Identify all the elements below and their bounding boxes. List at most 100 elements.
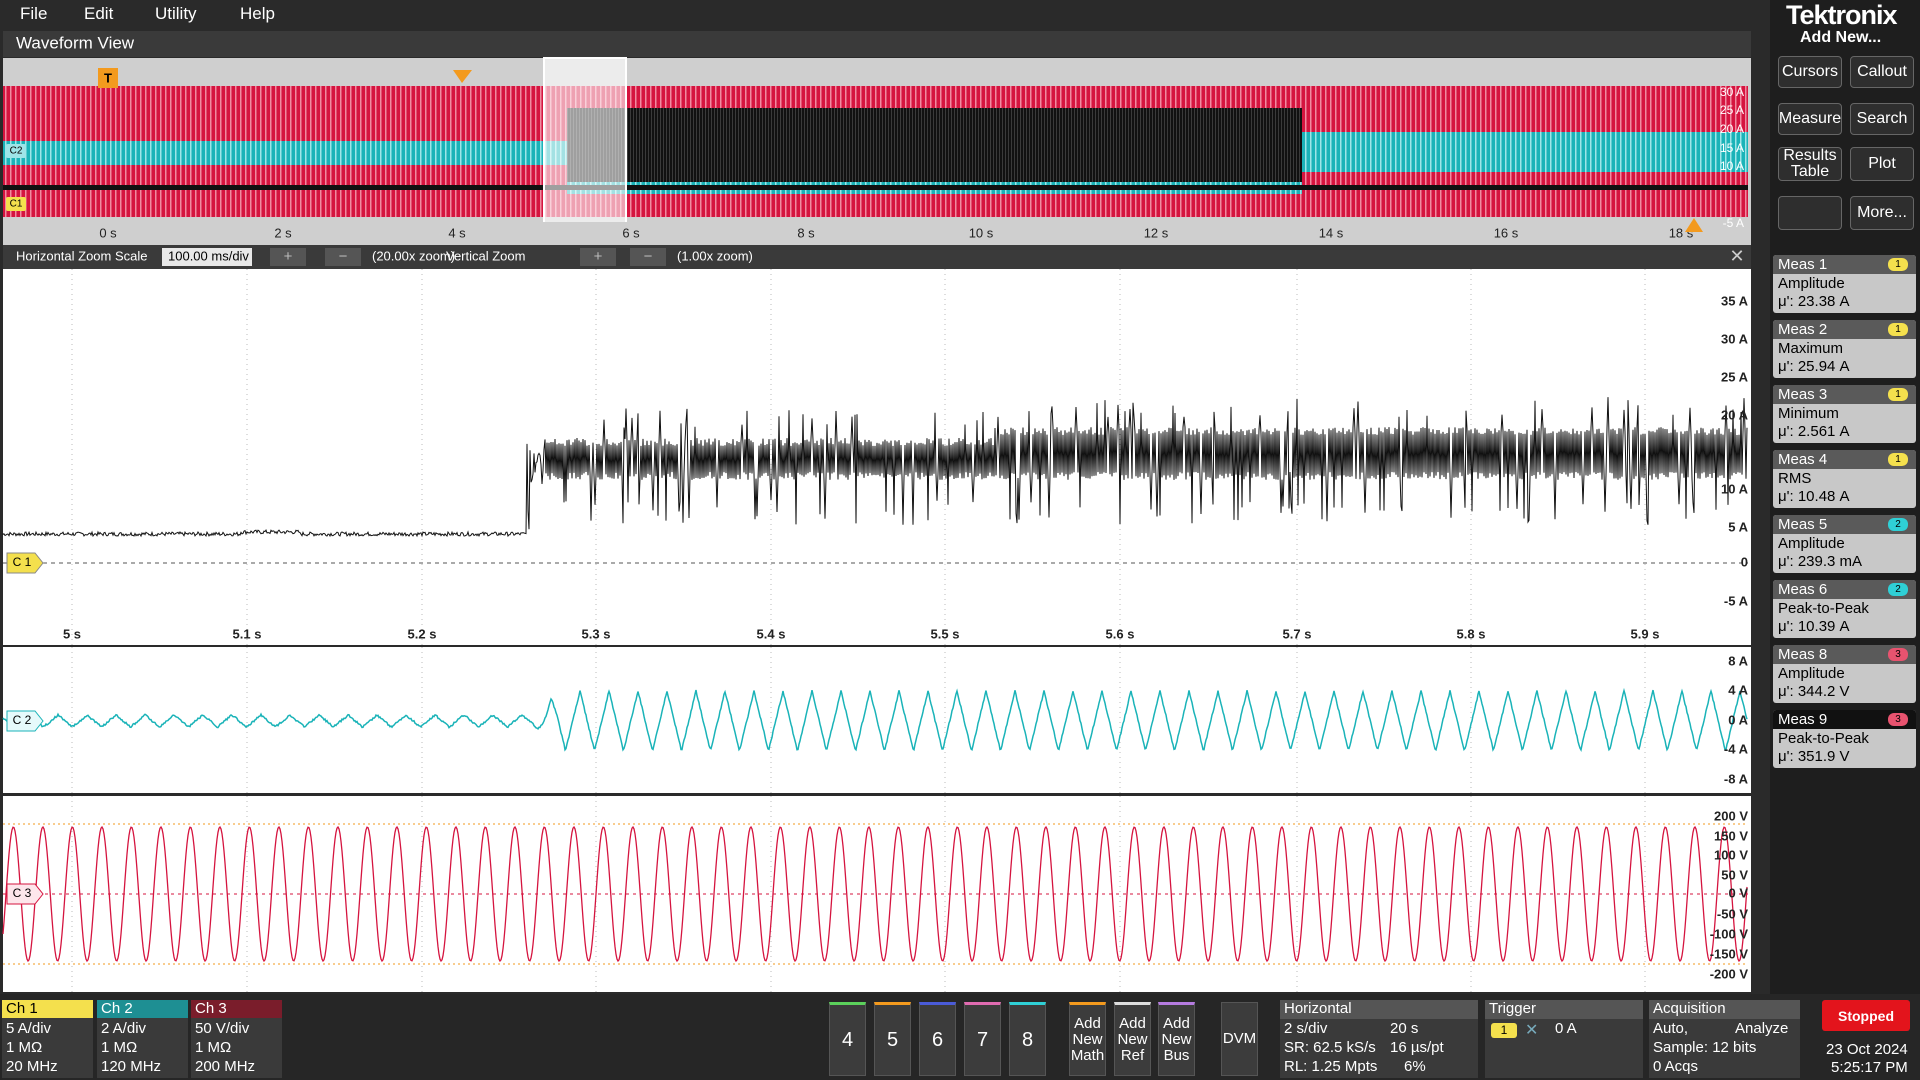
measurement-badge[interactable]: Meas 5 2 Amplitude μ': 239.3 mA	[1773, 515, 1916, 573]
channel-slot[interactable]: 6	[919, 1002, 956, 1076]
panel-button[interactable]: Measure	[1778, 103, 1842, 135]
measurement-badge[interactable]: Meas 6 2 Peak-to-Peak μ': 10.39 A	[1773, 580, 1916, 638]
search-icon-button[interactable]	[1778, 196, 1842, 230]
overview-y-label: -5 A	[1723, 216, 1744, 230]
trigger-badge[interactable]: Trigger 1 ✕ 0 A	[1485, 1000, 1643, 1078]
ch2-y-label: 8 A	[1728, 653, 1748, 668]
menu-item[interactable]: Help	[240, 4, 275, 23]
ch3-y-label: -150 V	[1710, 946, 1749, 961]
brand: Tektronix	[1786, 0, 1898, 30]
ch1-time-label: 5.9 s	[1631, 626, 1660, 641]
ch3-waveform	[2, 825, 1748, 963]
ch3-y-label: -200 V	[1710, 966, 1749, 981]
overview-cyan	[3, 141, 567, 165]
horizontal-setting: 20 s	[1390, 1020, 1419, 1037]
menu-item[interactable]: Edit	[84, 4, 114, 23]
channel-slot[interactable]: 8	[1009, 1002, 1046, 1076]
overview-black-line	[3, 185, 1748, 190]
badge-title: Trigger	[1485, 1000, 1643, 1019]
ch1-time-label: 5.6 s	[1106, 626, 1135, 641]
ch3-y-label: -100 V	[1710, 926, 1749, 941]
horizontal-setting: 6%	[1404, 1058, 1426, 1075]
zoom-info: (20.00x zoom)	[372, 248, 455, 263]
acquisition-badge[interactable]: Acquisition Auto, Analyze Sample: 12 bits 0 …	[1649, 1000, 1800, 1078]
ch2-y-label: -4 A	[1724, 741, 1749, 756]
zoom-button-icon: −	[339, 248, 348, 265]
measurement-type: Amplitude	[1778, 535, 1845, 552]
overview-time-label: 6 s	[622, 225, 640, 240]
measurement-name: Meas 3	[1778, 386, 1828, 403]
panel-button[interactable]: Plot	[1850, 147, 1914, 181]
measurement-source: 3	[1888, 648, 1908, 661]
measurement-header	[1773, 320, 1916, 339]
channel-setting: 20 MHz	[6, 1058, 58, 1075]
zoom-window	[543, 57, 627, 246]
zoom-button-icon: +	[284, 248, 293, 265]
run-state[interactable]: Stopped	[1822, 1000, 1910, 1031]
measurement-badge[interactable]: Meas 8 3 Amplitude μ': 344.2 V	[1773, 645, 1916, 703]
horizontal-setting: 16 µs/pt	[1390, 1039, 1444, 1056]
ch1-y-label: 10 A	[1721, 481, 1749, 496]
zoom-button	[270, 248, 306, 266]
ch1-time-label: 5.8 s	[1457, 626, 1486, 641]
measurement-type: Minimum	[1778, 405, 1839, 422]
channel-slot[interactable]: 5	[874, 1002, 911, 1076]
overview-marker	[6, 144, 26, 158]
measurement-name: Meas 2	[1778, 321, 1828, 338]
ch1-y-label: 25 A	[1721, 369, 1749, 384]
ch1-y-label: 30 A	[1721, 331, 1749, 346]
measurement-value: μ': 239.3 mA	[1778, 553, 1863, 570]
ch2-marker-label: C 2	[13, 713, 32, 727]
channel-slot[interactable]: 7	[964, 1002, 1001, 1076]
channel-slot[interactable]: 4	[829, 1002, 866, 1076]
waveform-display: Waveform View 0 s 2 s 4 s 6 s 8 s 10 s 12 s 14 s…	[0, 28, 1770, 994]
menu-item[interactable]: File	[20, 4, 48, 23]
acquisition-setting: Auto,	[1653, 1020, 1689, 1037]
panel-button[interactable]: Callout	[1850, 56, 1914, 88]
date: 23 Oct 2024	[1826, 1041, 1908, 1058]
panel-button[interactable]: Cursors	[1778, 56, 1842, 88]
channel-setting: 5 A/div	[6, 1020, 52, 1037]
channel-badge[interactable]: Ch 1 5 A/div 1 MΩ 20 MHz	[2, 1000, 93, 1078]
ch2-y-label: 0 A	[1728, 712, 1748, 727]
channel-badge[interactable]: Ch 2 2 A/div 1 MΩ 120 MHz	[97, 1000, 188, 1078]
ch1-y-label: -5 A	[1724, 593, 1749, 608]
measurement-source: 3	[1888, 713, 1908, 726]
ch3-marker-label: C 3	[13, 886, 32, 900]
add-button[interactable]: Add New Bus	[1158, 1002, 1195, 1076]
measurement-source: 2	[1888, 518, 1908, 531]
horizontal-setting: 2 s/div	[1284, 1020, 1328, 1037]
ch1-marker	[6, 552, 44, 574]
add-button[interactable]: Add New Ref	[1114, 1002, 1151, 1076]
measurement-badge[interactable]: Meas 2 1 Maximum μ': 25.94 A	[1773, 320, 1916, 378]
ch2-y-label: -8 A	[1724, 771, 1749, 786]
measurement-value: μ': 2.561 A	[1778, 423, 1850, 440]
measurement-type: RMS	[1778, 470, 1812, 487]
measurement-badge[interactable]: Meas 1 1 Amplitude μ': 23.38 A	[1773, 255, 1916, 313]
channel-badge[interactable]: Ch 3 50 V/div 1 MΩ 200 MHz	[191, 1000, 282, 1078]
measurement-badge[interactable]: Meas 4 1 RMS μ': 10.48 A	[1773, 450, 1916, 508]
ch3-y-label: 200 V	[1714, 808, 1748, 823]
badge-title: Horizontal	[1280, 1000, 1478, 1019]
panel-button[interactable]: Results Table	[1778, 147, 1842, 181]
ch1-time-label: 5.3 s	[582, 626, 611, 641]
title-bar	[3, 31, 1751, 57]
ch2-waveform	[2, 687, 1748, 753]
view-title: Waveform View	[16, 33, 135, 52]
panel-button[interactable]: More...	[1850, 196, 1914, 230]
zoom-bar	[3, 245, 1751, 269]
add-button[interactable]: DVM	[1221, 1002, 1258, 1076]
horizontal-badge[interactable]: Horizontal 2 s/div 20 s SR: 62.5 kS/s 16 µs/…	[1280, 1000, 1478, 1078]
badge-title: Acquisition	[1649, 1000, 1800, 1019]
measurement-badge[interactable]: Meas 9 3 Peak-to-Peak μ': 351.9 V	[1773, 710, 1916, 768]
menu-item[interactable]: Utility	[155, 4, 197, 23]
measurement-name: Meas 4	[1778, 451, 1828, 468]
overview-y-label: 10 A	[1720, 159, 1744, 173]
acquisition-setting: 0 Acqs	[1653, 1058, 1699, 1075]
add-button[interactable]: Add New Math	[1069, 1002, 1106, 1076]
measurement-name: Meas 1	[1778, 256, 1828, 273]
measurement-badge[interactable]: Meas 3 1 Minimum μ': 2.561 A	[1773, 385, 1916, 443]
measurement-type: Amplitude	[1778, 665, 1845, 682]
panel-button[interactable]: Search	[1850, 103, 1914, 135]
